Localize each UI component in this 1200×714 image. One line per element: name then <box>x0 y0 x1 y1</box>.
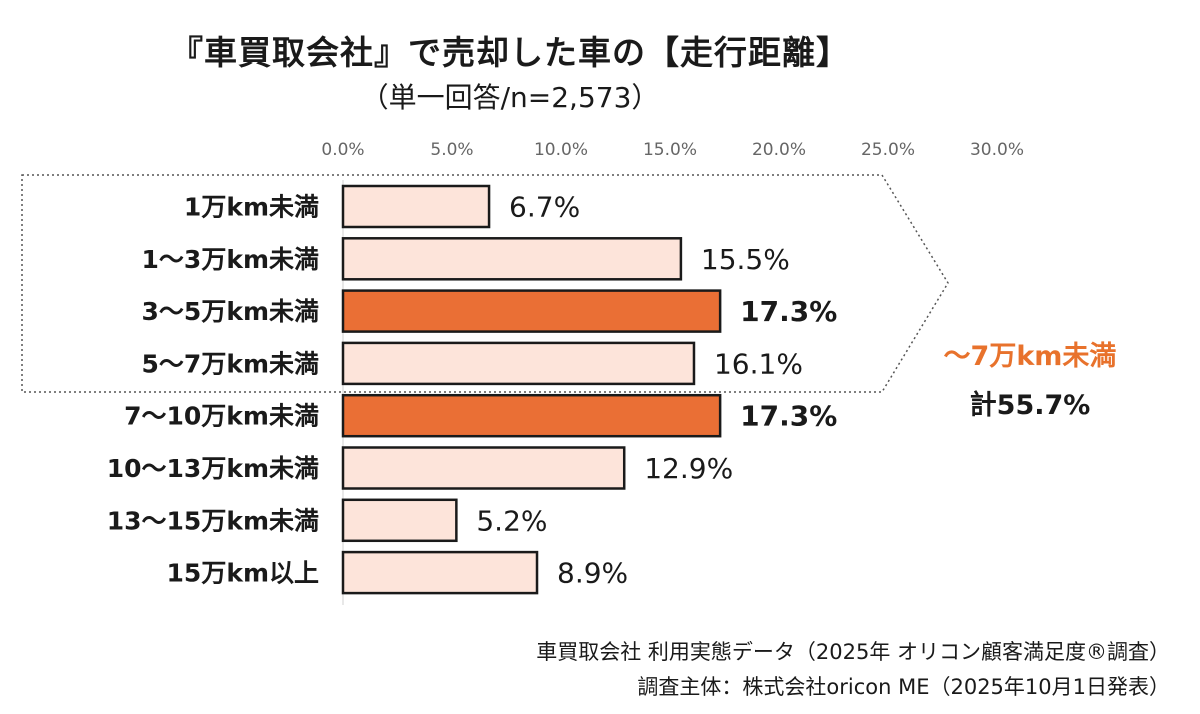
category-label: 1～3万km未満 <box>142 245 319 274</box>
x-tick-label: 0.0% <box>321 140 364 160</box>
callout-range-label: ～7万km未満 <box>943 341 1117 372</box>
x-axis-ticks: 0.0% 5.0% 10.0% 15.0% 20.0% 25.0% 30.0% <box>321 140 1024 160</box>
bar <box>341 498 458 543</box>
survey-note: 調査主体：株式会社oricon ME（2025年10月1日発表） <box>637 675 1170 699</box>
value-label: 15.5% <box>701 243 790 276</box>
bar <box>341 446 626 490</box>
value-label: 12.9% <box>644 452 733 485</box>
value-label: 17.3% <box>740 295 837 328</box>
chart-title: 『車買取会社』で売却した車の【走行距離】 <box>170 33 850 72</box>
x-tick-label: 5.0% <box>430 140 473 160</box>
bar <box>341 341 696 386</box>
x-tick-label: 10.0% <box>534 140 588 160</box>
bar <box>341 184 491 229</box>
category-label: 15万km以上 <box>167 559 319 588</box>
bar <box>341 393 722 438</box>
value-label: 16.1% <box>714 347 803 380</box>
bar <box>341 237 683 281</box>
callout-total: 計55.7% <box>969 390 1091 421</box>
bar <box>341 289 722 333</box>
category-label: 7～10万km未満 <box>124 402 319 431</box>
value-label: 5.2% <box>476 504 547 537</box>
category-label: 5～7万km未満 <box>142 349 319 378</box>
chart-subtitle: （単一回答/n=2,573） <box>360 81 660 114</box>
bar-series: 1万km未満 6.7% 1～3万km未満 15.5% 3～5万km未満 17.3% 5～7万… <box>107 184 837 595</box>
value-label: 8.9% <box>557 557 628 590</box>
callout-bracket <box>21 174 949 393</box>
category-label: 1万km未満 <box>184 193 319 222</box>
value-label: 17.3% <box>740 400 837 433</box>
x-tick-label: 30.0% <box>970 140 1024 160</box>
x-tick-label: 20.0% <box>752 140 806 160</box>
x-tick-label: 25.0% <box>861 140 915 160</box>
category-label: 10～13万km未満 <box>107 454 319 483</box>
x-tick-label: 15.0% <box>643 140 697 160</box>
category-label: 13～15万km未満 <box>107 506 319 535</box>
value-label: 6.7% <box>509 191 580 224</box>
source-note: 車買取会社 利用実態データ（2025年 オリコン顧客満足度®調査） <box>536 640 1170 664</box>
bar <box>341 550 539 595</box>
category-label: 3～5万km未満 <box>142 297 319 326</box>
